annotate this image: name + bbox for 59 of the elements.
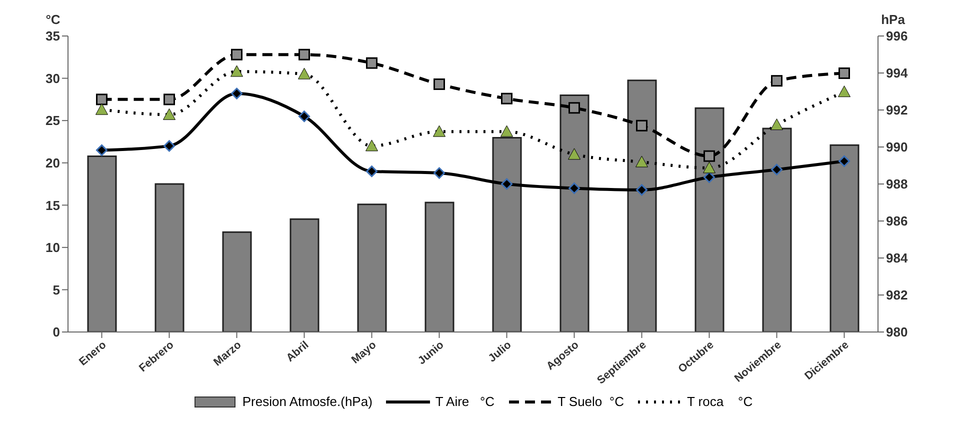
- y-tick-label: 0: [52, 324, 60, 340]
- point: [501, 92, 512, 104]
- point: [96, 103, 108, 115]
- point: [838, 86, 850, 98]
- point: [434, 78, 445, 90]
- y2-tick-label: 980: [886, 324, 908, 340]
- y-tick-label: 15: [46, 198, 60, 213]
- point: [568, 102, 580, 114]
- point: [96, 94, 108, 106]
- point: [771, 164, 782, 176]
- point: [500, 125, 513, 137]
- point: [704, 171, 715, 183]
- point: [96, 144, 108, 156]
- point: [231, 48, 242, 60]
- point: [771, 75, 782, 87]
- point: [636, 156, 648, 168]
- point: [568, 148, 580, 160]
- y-tick-label: 5: [52, 282, 60, 298]
- point: [164, 94, 175, 106]
- legend-label: T roca °C: [686, 394, 753, 409]
- point: [770, 118, 783, 130]
- y2-tick-label: 984: [886, 250, 908, 266]
- point: [433, 125, 446, 137]
- y2-tick-label: 988: [886, 176, 908, 192]
- point: [501, 178, 512, 190]
- point: [636, 120, 648, 132]
- y-tick-label: 25: [46, 113, 60, 128]
- point: [366, 140, 378, 152]
- point: [231, 88, 242, 100]
- point: [838, 67, 850, 79]
- point: [298, 48, 310, 60]
- y-tick-label: 10: [46, 240, 60, 256]
- y2-tick-label: 982: [886, 288, 908, 303]
- y-axis-title: °C: [46, 12, 61, 27]
- point: [568, 182, 580, 194]
- y2-axis-title: hPa: [881, 12, 906, 27]
- point: [163, 108, 176, 120]
- point: [434, 167, 445, 179]
- point: [298, 110, 310, 122]
- point: [366, 57, 378, 69]
- point: [704, 150, 715, 162]
- y2-tick-label: 996: [886, 28, 908, 44]
- y2-tick-label: 990: [886, 140, 908, 155]
- point: [164, 140, 175, 152]
- point: [230, 65, 243, 77]
- point: [838, 155, 850, 167]
- legend-label: T Aire °C: [435, 394, 495, 409]
- y-tick-label: 35: [46, 28, 60, 44]
- y-tick-label: 30: [46, 70, 60, 86]
- point: [298, 68, 310, 80]
- point: [703, 162, 716, 174]
- point: [366, 166, 378, 178]
- point: [636, 184, 648, 196]
- y2-tick-label: 992: [886, 102, 908, 118]
- legend-label: Presion Atmosfe.(hPa): [242, 394, 372, 409]
- y-tick-label: 20: [46, 155, 60, 170]
- legend-label: T Suelo °C: [558, 394, 624, 409]
- y2-tick-label: 994: [886, 66, 908, 81]
- y2-tick-label: 986: [886, 214, 908, 229]
